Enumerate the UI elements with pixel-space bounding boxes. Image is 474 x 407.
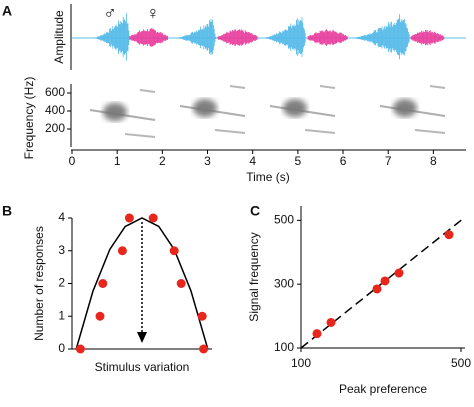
spec-streak — [319, 85, 336, 89]
x-axis-label: Time (s) — [246, 170, 290, 184]
x-tick-label: 6 — [340, 154, 347, 168]
annotation: ♀ — [146, 3, 160, 23]
fit-curve — [75, 217, 209, 350]
point — [199, 344, 209, 354]
arrow-head — [137, 332, 147, 343]
x-tick-label: 8 — [430, 154, 437, 168]
x-axis-label: Stimulus variation — [95, 360, 190, 374]
point — [326, 317, 336, 327]
x-tick-label: 3 — [204, 154, 211, 168]
point — [372, 284, 382, 294]
y-tick-label: 300 — [274, 276, 294, 290]
point — [312, 329, 322, 339]
point — [75, 344, 85, 354]
point — [98, 279, 108, 288]
point — [117, 246, 127, 256]
point — [176, 279, 186, 288]
spec-streak — [379, 105, 446, 117]
spec-blob — [393, 99, 417, 117]
spec-streak — [89, 109, 156, 121]
spec-streak — [179, 105, 246, 117]
y-tick-label: 200 — [45, 121, 65, 135]
panel-label: A — [2, 3, 12, 19]
annotation: ♂ — [103, 3, 117, 23]
y-tick-label: 600 — [45, 85, 65, 99]
y-tick-label: 500 — [274, 213, 294, 227]
spec-streak — [429, 85, 446, 89]
spec-streak — [269, 105, 336, 117]
spec-blob — [283, 99, 307, 117]
spec-streak — [229, 85, 246, 89]
x-tick-label: 5 — [295, 154, 302, 168]
y-tick-label: 2 — [58, 276, 65, 290]
x-axis-label: Peak preference — [339, 382, 427, 396]
spec-blob — [103, 103, 127, 121]
spec-streak — [214, 129, 246, 134]
point — [394, 268, 404, 278]
y-tick-label: 1 — [58, 308, 65, 322]
point — [169, 246, 179, 256]
y-tick-label: 0 — [58, 341, 65, 355]
x-tick-label: 4 — [249, 154, 256, 168]
spec-blob — [193, 99, 217, 117]
point — [197, 311, 207, 321]
y-axis-label: Signal frequency — [247, 232, 261, 321]
y-tick-label: 100 — [274, 340, 294, 354]
spectrogram: 200 400 600 0 1 2 3 4 5 6 7 8 Frequency (Hz) Time (s) — [22, 77, 466, 184]
x-tick-label: 100 — [291, 356, 311, 370]
x-tick-label: 1 — [114, 154, 121, 168]
point — [124, 213, 134, 223]
y-tick-label: 400 — [45, 103, 65, 117]
spec-streak — [124, 133, 156, 138]
panel-label: B — [2, 203, 12, 219]
spec-streak — [139, 89, 156, 93]
x-tick-label: 7 — [385, 154, 392, 168]
panel-label: C — [250, 203, 260, 219]
y-tick-label: 3 — [58, 243, 65, 257]
point — [95, 311, 105, 321]
y-axis-label: Frequency (Hz) — [22, 77, 36, 160]
point — [380, 276, 390, 286]
y-axis-label: Number of responses — [32, 226, 46, 341]
spec-streak — [304, 129, 336, 134]
y-tick-label: 4 — [58, 210, 65, 224]
x-tick-label: 0 — [69, 154, 76, 168]
point — [148, 213, 158, 223]
x-tick-label: 2 — [159, 154, 166, 168]
point — [444, 230, 454, 240]
spec-streak — [414, 129, 446, 134]
x-tick-label: 500 — [451, 356, 471, 370]
y-axis-label: Amplitude — [52, 10, 66, 64]
waveform: Amplitude ♂ ♀ — [52, 3, 466, 70]
